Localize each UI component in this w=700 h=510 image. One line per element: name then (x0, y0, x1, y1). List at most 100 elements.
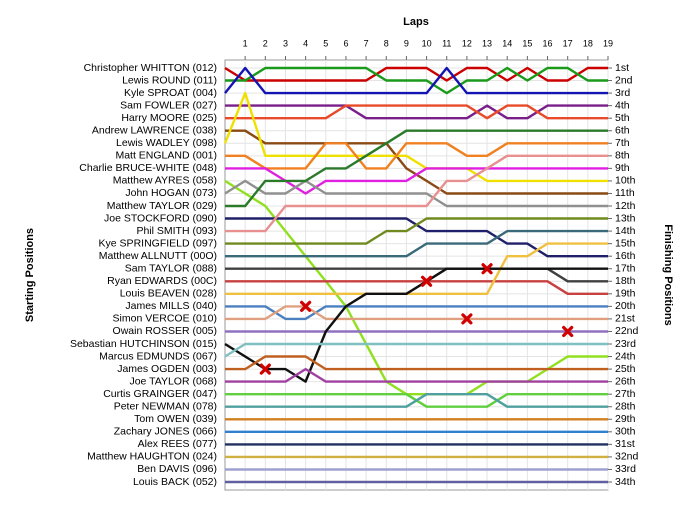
y2-tick-label: 30th (615, 426, 636, 438)
incident-marker (562, 325, 574, 338)
x-tick-label: 9 (404, 38, 409, 48)
position-line (225, 305, 608, 321)
y2-tick-label: 24th (615, 350, 636, 362)
driver-label: Sebastian HUTCHINSON (015) (70, 338, 217, 350)
y2-tick-label: 10th (615, 175, 636, 187)
y2-tick-label: 29th (615, 413, 636, 425)
y2-tick-label: 17th (615, 263, 636, 275)
driver-label: Tom OWEN (039) (134, 413, 217, 425)
position-line (225, 167, 608, 195)
position-line (225, 355, 608, 371)
driver-label: Owain ROSSER (005) (113, 325, 217, 337)
driver-label: Matt ENGLAND (001) (115, 150, 217, 162)
y2-tick-label: 20th (615, 300, 636, 312)
x-tick-label: 17 (563, 38, 573, 48)
driver-label: Marcus EDMUNDS (067) (99, 350, 217, 362)
y2-tick-label: 32nd (615, 451, 639, 463)
position-line (224, 179, 608, 208)
x-tick-label: 8 (384, 38, 389, 48)
driver-label: James MILLS (040) (125, 300, 217, 312)
driver-label: Louis BACK (052) (133, 476, 217, 488)
x-tick-label: 3 (283, 38, 288, 48)
y2-axis-title: Finishing Positions (662, 224, 674, 325)
y2-tick-label: 22nd (615, 325, 639, 337)
x-tick-label: 16 (543, 38, 553, 48)
position-line (225, 229, 608, 258)
y2-tick-label: 9th (615, 162, 630, 174)
driver-label: Phil SMITH (093) (136, 225, 217, 237)
incident-marker (420, 275, 433, 287)
position-line (225, 305, 608, 321)
x-tick-label: 6 (343, 38, 348, 48)
incident-marker (461, 313, 473, 325)
x-tick-label: 15 (522, 38, 532, 48)
x-tick-label: 11 (442, 38, 451, 48)
y2-tick-label: 21st (615, 313, 635, 325)
x-tick-label: 13 (482, 38, 492, 48)
position-line (225, 154, 608, 233)
y2-tick-label: 4th (615, 99, 630, 111)
position-line (225, 242, 608, 295)
driver-label: Andrew LAWRENCE (038) (92, 125, 217, 137)
y2-tick-label: 16th (615, 250, 636, 262)
driver-label: Zachary JONES (066) (114, 426, 217, 438)
position-line (224, 66, 608, 82)
driver-label: Matthew HAUGHTON (024) (87, 451, 217, 463)
y2-tick-label: 11th (615, 187, 635, 199)
y2-tick-label: 3rd (615, 87, 630, 99)
x-axis-title: Laps (403, 16, 429, 28)
x-tick-label: 7 (364, 38, 369, 48)
position-line (225, 104, 608, 120)
y2-tick-label: 34th (615, 476, 636, 488)
driver-label: James OGDEN (003) (117, 363, 217, 375)
driver-label: Sam FOWLER (027) (120, 99, 217, 111)
x-tick-label: 2 (263, 38, 268, 48)
driver-label: Matthew TAYLOR (029) (107, 200, 217, 212)
driver-label: Charlie BRUCE-WHITE (048) (79, 162, 217, 174)
driver-label: Lewis WADLEY (098) (116, 137, 217, 149)
position-line (225, 217, 608, 245)
x-tick-label: 19 (603, 38, 613, 48)
y2-tick-label: 27th (615, 388, 636, 400)
incident-marker (300, 300, 312, 312)
driver-label: Lewis ROUND (011) (122, 74, 217, 86)
x-tick-label: 18 (583, 38, 593, 48)
y-axis-title: Starting Positions (24, 228, 36, 322)
x-tick-label: 14 (502, 38, 512, 48)
x-tick-label: 4 (303, 38, 308, 48)
position-line (224, 267, 608, 383)
position-line (225, 393, 608, 408)
position-line (223, 91, 608, 183)
y2-tick-label: 33rd (615, 463, 636, 475)
y2-tick-label: 19th (615, 288, 636, 300)
y2-tick-label: 26th (615, 375, 636, 387)
y2-tick-label: 5th (615, 112, 630, 124)
driver-label: Kyle SPROAT (004) (124, 87, 217, 99)
y2-tick-label: 18th (615, 275, 636, 287)
driver-label: Ryan EDWARDS (00C) (107, 275, 217, 287)
y2-tick-label: 1st (615, 62, 629, 74)
driver-label: Christopher WHITTON (012) (84, 62, 217, 74)
position-line (225, 367, 608, 383)
incident-marker (481, 263, 493, 275)
incident-marker (259, 363, 271, 375)
driver-label: Kye SPRINGFIELD (097) (99, 237, 217, 249)
plot-area (224, 59, 609, 491)
y2-tick-label: 15th (615, 237, 636, 249)
driver-label: Sam TAYLOR (088) (125, 263, 217, 275)
x-tick-label: 5 (323, 38, 328, 48)
driver-label: Louis BEAVEN (028) (120, 288, 217, 300)
y2-tick-label: 6th (615, 125, 630, 137)
position-line (224, 66, 608, 95)
y2-tick-label: 23rd (615, 338, 636, 350)
position-line (225, 66, 608, 95)
position-line (225, 280, 608, 295)
position-line (224, 179, 608, 396)
y2-tick-label: 14th (615, 225, 636, 237)
driver-label: Joe STOCKFORD (090) (104, 212, 217, 224)
y2-tick-label: 2nd (615, 74, 633, 86)
x-tick-label: 1 (243, 38, 248, 48)
driver-label: Peter NEWMAN (078) (114, 401, 217, 413)
